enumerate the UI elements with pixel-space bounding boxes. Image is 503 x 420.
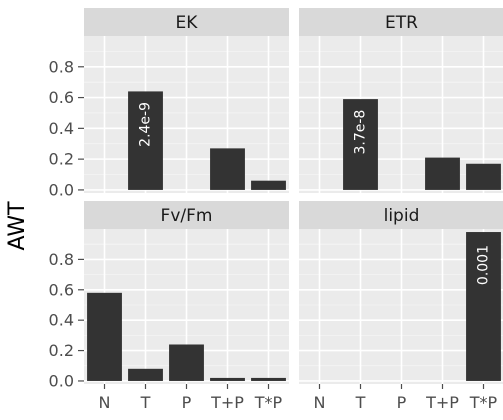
x-tick-label: T+P	[210, 393, 244, 412]
facet-panel-0: EK 2.4e-9 0.0 0.2 0.4 0.6 0.8	[49, 8, 289, 199]
bar-data-label: 3.7e-8	[353, 110, 369, 155]
facet-strip-title: ETR	[385, 13, 418, 33]
bar-T+P	[425, 157, 460, 190]
x-tick-label: T*P	[469, 393, 498, 412]
facet-strip-bg	[299, 201, 503, 229]
facet-strip-title: Fv/Fm	[161, 206, 213, 226]
bar-T+P	[210, 148, 245, 190]
bar-N	[87, 292, 122, 381]
bar-T	[343, 99, 378, 190]
bar-T+P	[210, 377, 245, 381]
facet-strip-bg	[84, 8, 289, 36]
y-tick-label: 0.6	[49, 88, 74, 107]
x-tick-label: T*P	[254, 393, 283, 412]
bar-T*P	[251, 377, 286, 381]
facet-panel-2: Fv/Fm 0.0 0.2 0.4 0.6 0.8 N T P T+P T*P	[49, 201, 289, 412]
bar-P	[169, 344, 204, 381]
bar-T	[128, 91, 163, 190]
facet-strip-title: lipid	[384, 206, 420, 226]
x-tick-label: N	[314, 393, 326, 412]
y-tick-label: 0.2	[49, 341, 74, 360]
bar-data-label: 0.001	[476, 245, 492, 285]
y-tick-label: 0.8	[49, 57, 74, 76]
facet-panel-3: lipid 0.001 N T P T+P T*P	[299, 201, 503, 412]
x-tick-label: T	[140, 393, 151, 412]
y-tick-label: 0.2	[49, 150, 74, 169]
facet-strip-title: EK	[176, 13, 199, 33]
bar-T	[128, 368, 163, 381]
x-tick-label: P	[397, 393, 407, 412]
y-tick-label: 0.4	[49, 311, 74, 330]
y-tick-label: 0.4	[49, 119, 74, 138]
y-axis-title: AWT	[5, 201, 30, 251]
facet-strip-bg	[84, 201, 289, 229]
x-tick-label: T	[355, 393, 366, 412]
x-tick-label: T+P	[425, 393, 459, 412]
bar-data-label: 2.4e-9	[138, 102, 154, 147]
y-tick-label: 0.8	[49, 250, 74, 269]
bar-T*P	[466, 163, 501, 190]
bar-T*P	[251, 180, 286, 190]
x-tick-label: N	[99, 393, 111, 412]
bar-T*P	[466, 232, 501, 381]
y-tick-label: 0.6	[49, 280, 74, 299]
y-tick-label: 0.0	[49, 180, 74, 199]
facet-strip-bg	[299, 8, 503, 36]
y-tick-label: 0.0	[49, 371, 74, 390]
x-tick-label: P	[182, 393, 192, 412]
panels-layer: EK 2.4e-9 0.0 0.2 0.4 0.6 0.8 ETR 3.7e-8 Fv/Fm 0.0…	[49, 8, 503, 412]
facet-panel-1: ETR 3.7e-8	[299, 8, 503, 193]
